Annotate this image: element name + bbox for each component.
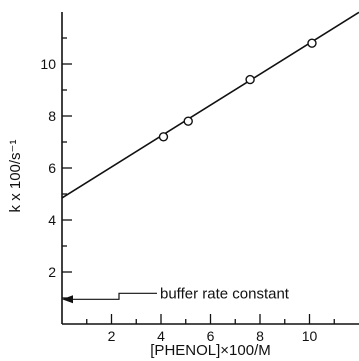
data-point (245, 74, 255, 85)
y-tick-label: 6 (48, 160, 56, 176)
y-tick-label: 8 (48, 108, 56, 124)
x-tick-label: 10 (302, 328, 318, 344)
x-axis-label: [PHENOL]×100/M (150, 342, 270, 359)
annotation: buffer rate constant (62, 285, 290, 304)
y-tick-label: 2 (48, 264, 56, 280)
x-tick-label: 2 (108, 328, 116, 344)
ticks: 2 4 6 8 10 2 4 6 8 10 (40, 37, 335, 344)
y-tick-label: 4 (48, 212, 56, 228)
annotation-leader (72, 292, 157, 300)
arrowhead (62, 295, 73, 304)
x-tick-label: 8 (256, 328, 264, 344)
annotation-label: buffer rate constant (160, 285, 290, 302)
data-point (183, 116, 193, 126)
x-tick-label: 4 (157, 328, 165, 344)
x-tick-label: 6 (207, 328, 215, 344)
data-points (158, 38, 317, 142)
axes (61, 12, 359, 325)
data-point (158, 132, 169, 142)
y-axis-label: k x 100/s⁻¹ (7, 140, 24, 213)
data-point (307, 38, 317, 48)
y-tick-label: 10 (40, 56, 56, 72)
